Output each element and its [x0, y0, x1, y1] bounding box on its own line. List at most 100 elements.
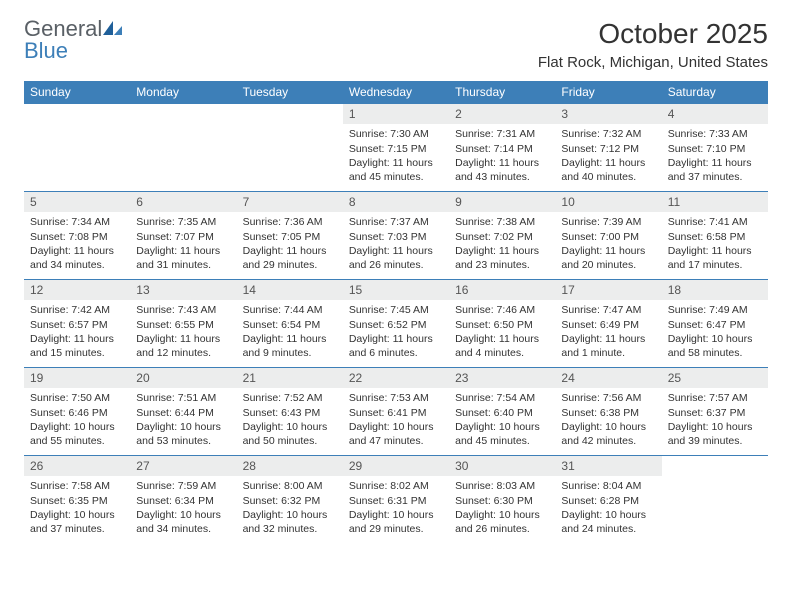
day-number: 22: [343, 368, 449, 388]
day-number: 13: [130, 280, 236, 300]
calendar-cell: 27Sunrise: 7:59 AMSunset: 6:34 PMDayligh…: [130, 456, 236, 544]
day-details: Sunrise: 7:31 AMSunset: 7:14 PMDaylight:…: [449, 124, 555, 187]
day-number: 19: [24, 368, 130, 388]
day-number-empty: [662, 456, 768, 476]
day-number-empty: [130, 104, 236, 124]
calendar-week-row: 12Sunrise: 7:42 AMSunset: 6:57 PMDayligh…: [24, 280, 768, 368]
calendar-cell: 3Sunrise: 7:32 AMSunset: 7:12 PMDaylight…: [555, 104, 661, 192]
day-details: Sunrise: 8:03 AMSunset: 6:30 PMDaylight:…: [449, 476, 555, 539]
day-details: Sunrise: 7:37 AMSunset: 7:03 PMDaylight:…: [343, 212, 449, 275]
calendar-cell: 22Sunrise: 7:53 AMSunset: 6:41 PMDayligh…: [343, 368, 449, 456]
day-details: Sunrise: 7:46 AMSunset: 6:50 PMDaylight:…: [449, 300, 555, 363]
calendar-table: SundayMondayTuesdayWednesdayThursdayFrid…: [24, 81, 768, 544]
calendar-cell: 6Sunrise: 7:35 AMSunset: 7:07 PMDaylight…: [130, 192, 236, 280]
day-number: 8: [343, 192, 449, 212]
day-details: Sunrise: 7:38 AMSunset: 7:02 PMDaylight:…: [449, 212, 555, 275]
day-number: 26: [24, 456, 130, 476]
calendar-cell: 20Sunrise: 7:51 AMSunset: 6:44 PMDayligh…: [130, 368, 236, 456]
calendar-cell-empty: [130, 104, 236, 192]
logo-sail-icon: [102, 18, 124, 40]
day-details: Sunrise: 8:04 AMSunset: 6:28 PMDaylight:…: [555, 476, 661, 539]
day-details: Sunrise: 7:53 AMSunset: 6:41 PMDaylight:…: [343, 388, 449, 451]
day-details: Sunrise: 7:49 AMSunset: 6:47 PMDaylight:…: [662, 300, 768, 363]
day-number: 1: [343, 104, 449, 124]
calendar-week-row: 5Sunrise: 7:34 AMSunset: 7:08 PMDaylight…: [24, 192, 768, 280]
calendar-cell: 15Sunrise: 7:45 AMSunset: 6:52 PMDayligh…: [343, 280, 449, 368]
day-number: 20: [130, 368, 236, 388]
calendar-cell-empty: [24, 104, 130, 192]
day-number: 15: [343, 280, 449, 300]
day-number: 21: [237, 368, 343, 388]
calendar-cell: 1Sunrise: 7:30 AMSunset: 7:15 PMDaylight…: [343, 104, 449, 192]
calendar-cell: 29Sunrise: 8:02 AMSunset: 6:31 PMDayligh…: [343, 456, 449, 544]
day-details: Sunrise: 7:33 AMSunset: 7:10 PMDaylight:…: [662, 124, 768, 187]
day-number: 3: [555, 104, 661, 124]
day-number: 29: [343, 456, 449, 476]
logo-text: General Blue: [24, 18, 124, 62]
day-details: Sunrise: 7:58 AMSunset: 6:35 PMDaylight:…: [24, 476, 130, 539]
weekday-header: Tuesday: [237, 81, 343, 104]
calendar-cell-empty: [237, 104, 343, 192]
day-number: 17: [555, 280, 661, 300]
calendar-cell: 9Sunrise: 7:38 AMSunset: 7:02 PMDaylight…: [449, 192, 555, 280]
calendar-cell: 24Sunrise: 7:56 AMSunset: 6:38 PMDayligh…: [555, 368, 661, 456]
day-details: Sunrise: 8:00 AMSunset: 6:32 PMDaylight:…: [237, 476, 343, 539]
location-text: Flat Rock, Michigan, United States: [538, 54, 768, 71]
weekday-header: Thursday: [449, 81, 555, 104]
calendar-cell: 10Sunrise: 7:39 AMSunset: 7:00 PMDayligh…: [555, 192, 661, 280]
day-number: 6: [130, 192, 236, 212]
calendar-cell: 7Sunrise: 7:36 AMSunset: 7:05 PMDaylight…: [237, 192, 343, 280]
weekday-header: Sunday: [24, 81, 130, 104]
calendar-cell-empty: [662, 456, 768, 544]
calendar-cell: 18Sunrise: 7:49 AMSunset: 6:47 PMDayligh…: [662, 280, 768, 368]
day-number: 27: [130, 456, 236, 476]
calendar-cell: 23Sunrise: 7:54 AMSunset: 6:40 PMDayligh…: [449, 368, 555, 456]
calendar-cell: 30Sunrise: 8:03 AMSunset: 6:30 PMDayligh…: [449, 456, 555, 544]
day-details: Sunrise: 7:45 AMSunset: 6:52 PMDaylight:…: [343, 300, 449, 363]
calendar-cell: 28Sunrise: 8:00 AMSunset: 6:32 PMDayligh…: [237, 456, 343, 544]
calendar-cell: 31Sunrise: 8:04 AMSunset: 6:28 PMDayligh…: [555, 456, 661, 544]
calendar-week-row: 1Sunrise: 7:30 AMSunset: 7:15 PMDaylight…: [24, 104, 768, 192]
day-details: Sunrise: 7:51 AMSunset: 6:44 PMDaylight:…: [130, 388, 236, 451]
day-details: Sunrise: 7:41 AMSunset: 6:58 PMDaylight:…: [662, 212, 768, 275]
day-number: 30: [449, 456, 555, 476]
calendar-cell: 4Sunrise: 7:33 AMSunset: 7:10 PMDaylight…: [662, 104, 768, 192]
day-details: Sunrise: 7:42 AMSunset: 6:57 PMDaylight:…: [24, 300, 130, 363]
calendar-week-row: 19Sunrise: 7:50 AMSunset: 6:46 PMDayligh…: [24, 368, 768, 456]
calendar-cell: 16Sunrise: 7:46 AMSunset: 6:50 PMDayligh…: [449, 280, 555, 368]
calendar-cell: 19Sunrise: 7:50 AMSunset: 6:46 PMDayligh…: [24, 368, 130, 456]
month-title: October 2025: [538, 18, 768, 50]
day-number: 12: [24, 280, 130, 300]
day-number: 23: [449, 368, 555, 388]
calendar-cell: 17Sunrise: 7:47 AMSunset: 6:49 PMDayligh…: [555, 280, 661, 368]
day-details: Sunrise: 8:02 AMSunset: 6:31 PMDaylight:…: [343, 476, 449, 539]
day-number: 4: [662, 104, 768, 124]
day-details: Sunrise: 7:47 AMSunset: 6:49 PMDaylight:…: [555, 300, 661, 363]
day-number: 10: [555, 192, 661, 212]
day-details: Sunrise: 7:56 AMSunset: 6:38 PMDaylight:…: [555, 388, 661, 451]
day-details: Sunrise: 7:50 AMSunset: 6:46 PMDaylight:…: [24, 388, 130, 451]
weekday-header: Friday: [555, 81, 661, 104]
day-number: 14: [237, 280, 343, 300]
calendar-week-row: 26Sunrise: 7:58 AMSunset: 6:35 PMDayligh…: [24, 456, 768, 544]
day-number: 16: [449, 280, 555, 300]
day-number: 9: [449, 192, 555, 212]
day-number: 18: [662, 280, 768, 300]
logo-word2: Blue: [24, 38, 68, 63]
day-number-empty: [24, 104, 130, 124]
calendar-cell: 8Sunrise: 7:37 AMSunset: 7:03 PMDaylight…: [343, 192, 449, 280]
day-details: Sunrise: 7:39 AMSunset: 7:00 PMDaylight:…: [555, 212, 661, 275]
day-details: Sunrise: 7:59 AMSunset: 6:34 PMDaylight:…: [130, 476, 236, 539]
day-details: Sunrise: 7:57 AMSunset: 6:37 PMDaylight:…: [662, 388, 768, 451]
weekday-header: Monday: [130, 81, 236, 104]
weekday-header: Wednesday: [343, 81, 449, 104]
logo: General Blue: [24, 18, 124, 62]
calendar-cell: 5Sunrise: 7:34 AMSunset: 7:08 PMDaylight…: [24, 192, 130, 280]
day-details: Sunrise: 7:36 AMSunset: 7:05 PMDaylight:…: [237, 212, 343, 275]
day-number: 11: [662, 192, 768, 212]
weekday-header: Saturday: [662, 81, 768, 104]
day-details: Sunrise: 7:32 AMSunset: 7:12 PMDaylight:…: [555, 124, 661, 187]
calendar-cell: 13Sunrise: 7:43 AMSunset: 6:55 PMDayligh…: [130, 280, 236, 368]
calendar-cell: 25Sunrise: 7:57 AMSunset: 6:37 PMDayligh…: [662, 368, 768, 456]
day-number: 7: [237, 192, 343, 212]
